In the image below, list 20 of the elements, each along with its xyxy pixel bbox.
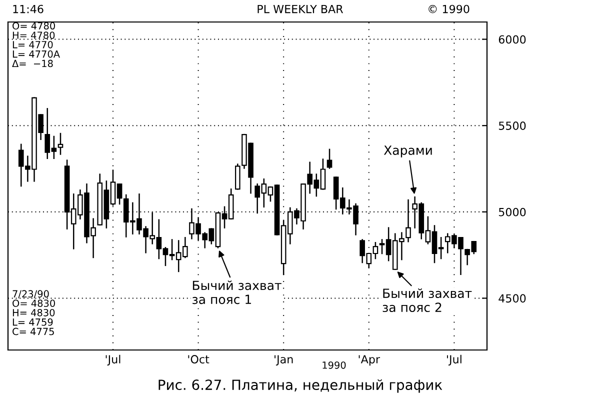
text: Рис. 6.27. Платина, недельный график bbox=[158, 379, 442, 393]
annotation: Харами bbox=[384, 146, 432, 158]
y-tick-label: 5000 bbox=[498, 208, 526, 216]
x-tick-label: 'Jul bbox=[106, 354, 120, 366]
x-tick-label: 'Jan bbox=[274, 355, 293, 366]
annotation: Бычий захват за пояс 2 bbox=[382, 288, 472, 312]
y-tick-label: 4500 bbox=[498, 294, 526, 303]
chart-title: PL WEEKLY BAR bbox=[258, 4, 344, 14]
candlestick bbox=[58, 132, 64, 155]
x-tick-label: 'Apr bbox=[358, 355, 380, 366]
candlestick bbox=[326, 148, 332, 169]
text: 11:46 bbox=[13, 4, 44, 14]
annotation: 7/23/90 O= 4830 H= 4830 L= 4759 C= 4775 bbox=[12, 290, 55, 336]
annotation: Бычий захват за пояс 1 bbox=[192, 280, 282, 304]
x-tick-label: 'Jul bbox=[447, 354, 462, 366]
y-tick-label: 5500 bbox=[498, 122, 526, 130]
y-tick-label: 6000 bbox=[498, 35, 526, 44]
text: © 1990 bbox=[428, 4, 470, 14]
x-tick-label: 'Oct bbox=[188, 355, 210, 364]
text: 1990 bbox=[322, 361, 346, 369]
